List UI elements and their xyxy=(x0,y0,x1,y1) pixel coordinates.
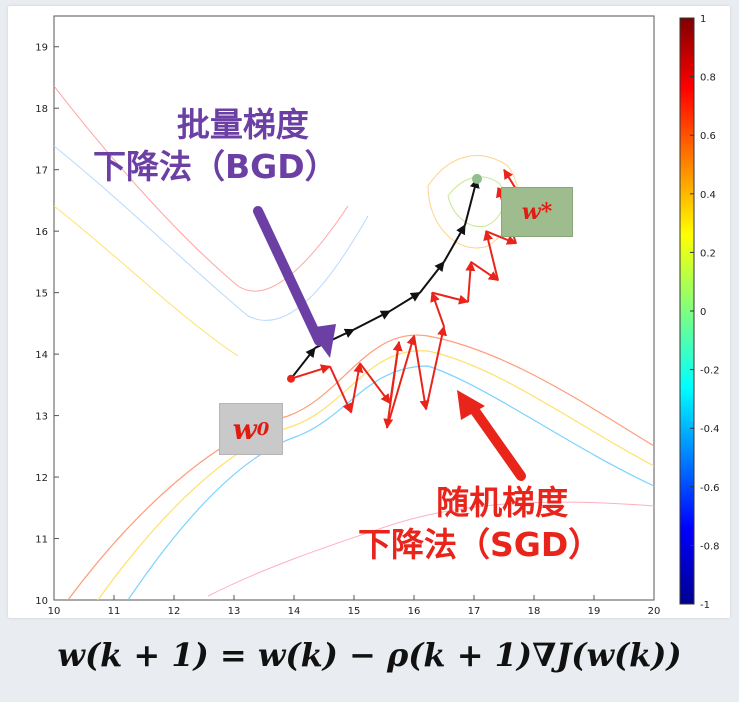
sgd-line1: 随机梯度 xyxy=(436,483,569,522)
x-tick-label: 13 xyxy=(228,606,241,617)
bgd-callout-arrowhead xyxy=(308,324,336,358)
bgd-line1: 批量梯度 xyxy=(176,105,309,144)
sgd-path-segment xyxy=(430,291,445,327)
y-tick-label: 10 xyxy=(35,596,48,607)
formula-text: w(k + 1) = w(k) − ρ(k + 1)∇J(w(k)) xyxy=(57,636,682,674)
y-axis-ticks: 10 11 12 13 14 15 16 17 18 19 xyxy=(35,43,59,607)
colorbar-tick-label: 0.2 xyxy=(700,248,716,259)
sgd-path-segment xyxy=(431,291,469,305)
bgd-path-segment xyxy=(464,177,480,226)
start-point-marker xyxy=(287,374,295,383)
optimum-label-text: w* xyxy=(521,199,553,225)
sgd-path-segment xyxy=(465,260,476,302)
x-axis-ticks: 10 11 12 13 14 15 16 17 18 19 20 xyxy=(48,595,661,617)
sgd-path-segment xyxy=(485,230,517,245)
bgd-callout-arrow xyxy=(253,206,324,346)
bgd-path-segment xyxy=(389,291,421,312)
bgd-callout-label: 批量梯度 下降法（BGD） xyxy=(93,104,338,188)
y-tick-label: 13 xyxy=(35,412,48,423)
colorbar-ticks: 1 0.8 0.6 0.4 0.2 0 -0.2 -0.4 -0.6 -0.8 -1 xyxy=(690,14,720,611)
colorbar-tick-label: -0.2 xyxy=(700,366,720,377)
y-tick-label: 17 xyxy=(35,166,48,177)
y-tick-label: 15 xyxy=(35,289,48,300)
bgd-path-segment xyxy=(443,224,466,263)
colorbar-tick-label: -0.6 xyxy=(700,483,720,494)
colorbar-tick-label: 0 xyxy=(700,307,706,318)
bgd-path-segment xyxy=(419,261,445,294)
x-tick-label: 20 xyxy=(648,606,661,617)
y-tick-label: 14 xyxy=(35,350,48,361)
sgd-path-segment xyxy=(329,365,352,414)
optimum-point-marker xyxy=(472,173,482,184)
x-tick-label: 18 xyxy=(528,606,541,617)
y-tick-label: 16 xyxy=(35,227,48,238)
x-tick-label: 17 xyxy=(468,606,481,617)
colorbar-tick-label: -0.4 xyxy=(700,424,720,435)
plot-area xyxy=(53,15,655,601)
sgd-path-segment xyxy=(383,341,400,429)
x-tick-label: 16 xyxy=(408,606,421,617)
x-tick-label: 15 xyxy=(348,606,361,617)
y-tick-label: 12 xyxy=(35,473,48,484)
x-tick-label: 14 xyxy=(288,606,301,617)
sgd-path-segment xyxy=(359,362,391,405)
y-tick-label: 19 xyxy=(35,43,48,54)
colorbar-tick-label: 0.6 xyxy=(700,131,716,142)
contour-plot: 10 11 12 13 14 15 16 17 18 19 20 10111213141516171… xyxy=(35,14,720,617)
colorbar-tick-label: -1 xyxy=(700,600,710,611)
x-tick-label: 10 xyxy=(48,606,61,617)
sgd-path-segment xyxy=(425,325,447,410)
start-label-subscript: 0 xyxy=(256,418,270,440)
colorbar-tick-label: 0.8 xyxy=(700,73,716,84)
sgd-path-segment xyxy=(290,364,331,380)
sgd-path-segment xyxy=(483,230,499,281)
y-tick-label: 18 xyxy=(35,104,48,115)
update-formula: w(k + 1) = w(k) − ρ(k + 1)∇J(w(k)) xyxy=(0,636,739,674)
x-tick-label: 11 xyxy=(108,606,121,617)
sgd-callout-arrow xyxy=(468,403,526,481)
sgd-path-segment xyxy=(386,334,417,429)
sgd-callout-arrowhead xyxy=(457,390,485,420)
colorbar-tick-label: 1 xyxy=(700,14,706,25)
start-label-text: w xyxy=(232,412,257,446)
sgd-callout-label: 随机梯度 下降法（SGD） xyxy=(358,482,601,566)
sgd-path-segment xyxy=(470,261,499,282)
colorbar-tick-label: -0.8 xyxy=(700,541,720,552)
bgd-path-segment xyxy=(353,310,391,331)
sgd-line2: 下降法（SGD） xyxy=(358,525,602,564)
optimum-point-label: w* xyxy=(501,187,573,237)
sgd-path-segment xyxy=(413,335,430,411)
x-tick-label: 19 xyxy=(588,606,601,617)
bgd-path-segment xyxy=(290,347,316,380)
x-tick-label: 12 xyxy=(168,606,181,617)
figure-panel: 10 11 12 13 14 15 16 17 18 19 20 10 11 12 13 14 15 16 17 1… xyxy=(8,6,730,618)
bgd-line2: 下降法（BGD） xyxy=(93,147,338,186)
sgd-path-segment xyxy=(350,362,364,413)
bgd-path xyxy=(290,177,480,380)
y-tick-label: 11 xyxy=(35,535,48,546)
colorbar-tick-label: 0.4 xyxy=(700,190,716,201)
